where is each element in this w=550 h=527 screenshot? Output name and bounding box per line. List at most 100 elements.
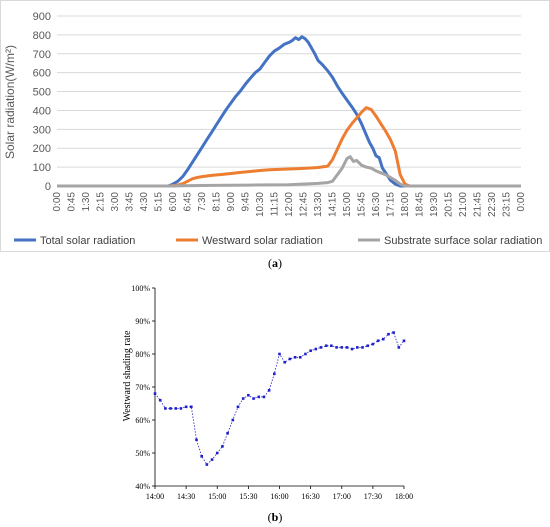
x-tick-label: 14:30 bbox=[177, 492, 195, 501]
x-tick-label: 21:45 bbox=[473, 192, 484, 217]
y-tick-label: 300 bbox=[33, 124, 51, 136]
series-line-2 bbox=[57, 106, 521, 188]
data-point bbox=[184, 405, 188, 409]
x-tick-label: 15:45 bbox=[357, 192, 368, 217]
x-tick-label: 21:00 bbox=[458, 192, 469, 217]
x-tick-label: 20:15 bbox=[444, 192, 455, 217]
data-point bbox=[210, 458, 214, 461]
shading-rate-chart: 40% 50% 60% 70% 80% 90% 100% 14:00 14:30 15:00 15… bbox=[122, 284, 413, 501]
x-tick-label: 6:00 bbox=[168, 192, 179, 212]
data-point bbox=[241, 397, 245, 400]
data-point bbox=[350, 347, 354, 351]
x-tick-label: 13:30 bbox=[313, 192, 324, 217]
data-point bbox=[236, 405, 240, 409]
y-tick-label: 0 bbox=[45, 181, 51, 193]
data-point bbox=[262, 395, 266, 399]
data-point bbox=[387, 332, 390, 336]
x-tick-label: 17:30 bbox=[364, 492, 382, 501]
x-tick-label: 4:30 bbox=[139, 192, 150, 212]
y-tick-label: 800 bbox=[33, 30, 51, 42]
x-tick-label: 0:45 bbox=[67, 192, 78, 212]
data-point bbox=[179, 407, 183, 410]
y-tick-label: 700 bbox=[33, 49, 51, 61]
y-tick-label: 80% bbox=[135, 350, 150, 359]
data-point bbox=[361, 346, 364, 349]
x-tick-label: 17:15 bbox=[386, 192, 397, 217]
data-point bbox=[226, 431, 229, 435]
x-tick-label: 16:30 bbox=[302, 492, 320, 501]
x-tick-label: 16:30 bbox=[371, 192, 382, 217]
data-point bbox=[304, 352, 307, 356]
data-point bbox=[247, 393, 250, 397]
x-tick-label: 18:00 bbox=[400, 192, 411, 217]
x-tick-label: 10:30 bbox=[255, 192, 266, 217]
x-tick-label: 15:00 bbox=[342, 192, 353, 217]
x-tick-label: 9:00 bbox=[226, 192, 237, 212]
data-point bbox=[402, 339, 406, 343]
data-point bbox=[215, 451, 219, 455]
legend-label: Westward solar radiation bbox=[202, 235, 323, 247]
x-tick-label: 16:00 bbox=[270, 492, 288, 501]
x-tick-label: 14:00 bbox=[146, 492, 164, 501]
data-point bbox=[288, 357, 292, 361]
data-point bbox=[335, 346, 338, 349]
y-tick-label: 90% bbox=[135, 317, 150, 326]
x-tick-label: 23:15 bbox=[502, 192, 513, 217]
data-point bbox=[324, 344, 328, 348]
x-tick-label: 5:15 bbox=[154, 192, 165, 212]
solar-radiation-chart: 0 100 200 300 400 500 600 700 800 900 0:00 0:45 1:3… bbox=[0, 0, 550, 252]
y-tick-label: 500 bbox=[33, 87, 51, 99]
x-tick-label: 8:15 bbox=[212, 192, 223, 212]
y-tick-label: 400 bbox=[33, 105, 51, 117]
data-point bbox=[278, 352, 281, 356]
shading-rate-line bbox=[154, 331, 405, 466]
data-point bbox=[231, 418, 235, 422]
data-point bbox=[376, 339, 380, 343]
caption-a-letter: a bbox=[272, 256, 278, 270]
data-point bbox=[195, 438, 198, 442]
x-tick-label: 12:00 bbox=[284, 192, 295, 217]
x-tick-label: 2:15 bbox=[96, 192, 107, 212]
data-point bbox=[273, 372, 276, 376]
data-point bbox=[169, 407, 172, 410]
chart-a-frame bbox=[0, 0, 550, 252]
data-point bbox=[330, 344, 333, 348]
x-tick-label: 22:30 bbox=[487, 192, 498, 217]
caption-a: (a) bbox=[268, 256, 282, 270]
data-point bbox=[298, 356, 302, 359]
y-tick-label: 60% bbox=[135, 416, 150, 425]
x-tick-label: 3:45 bbox=[125, 192, 136, 212]
data-point bbox=[345, 346, 349, 349]
data-point bbox=[356, 346, 359, 349]
caption-b: (b) bbox=[267, 510, 283, 524]
y-axis-label: Solar radiation(W/m²) bbox=[3, 45, 17, 159]
x-tick-label: 15:30 bbox=[239, 492, 257, 501]
x-tick-label: 18:00 bbox=[395, 492, 413, 501]
x-tick-label: 11:15 bbox=[270, 192, 281, 217]
series-line-1 bbox=[57, 35, 521, 188]
data-point bbox=[205, 463, 209, 466]
data-point bbox=[267, 389, 271, 392]
data-point bbox=[371, 342, 375, 346]
x-tick-label: 17:00 bbox=[333, 492, 351, 501]
legend-label: Total solar radiation bbox=[40, 235, 135, 247]
caption-b-letter: b bbox=[271, 510, 279, 524]
data-point bbox=[164, 407, 167, 410]
x-tick-label: 0:00 bbox=[52, 192, 63, 212]
series-line-3 bbox=[57, 155, 521, 188]
x-tick-label: 6:45 bbox=[183, 192, 194, 212]
data-point bbox=[314, 347, 318, 351]
y-tick-label: 200 bbox=[33, 143, 51, 155]
data-point bbox=[366, 344, 369, 348]
y-tick-label: 600 bbox=[33, 68, 51, 80]
data-point bbox=[397, 346, 401, 349]
x-tick-label: 18:45 bbox=[415, 192, 426, 217]
y-tick-label: 40% bbox=[135, 482, 150, 491]
x-tick-label: 12:45 bbox=[299, 192, 310, 217]
x-tick-label: 15:00 bbox=[208, 492, 226, 501]
data-point bbox=[257, 395, 261, 399]
y-axis-label-b: Westward shading rate bbox=[122, 330, 133, 421]
data-point bbox=[158, 398, 162, 402]
data-point bbox=[252, 397, 255, 400]
